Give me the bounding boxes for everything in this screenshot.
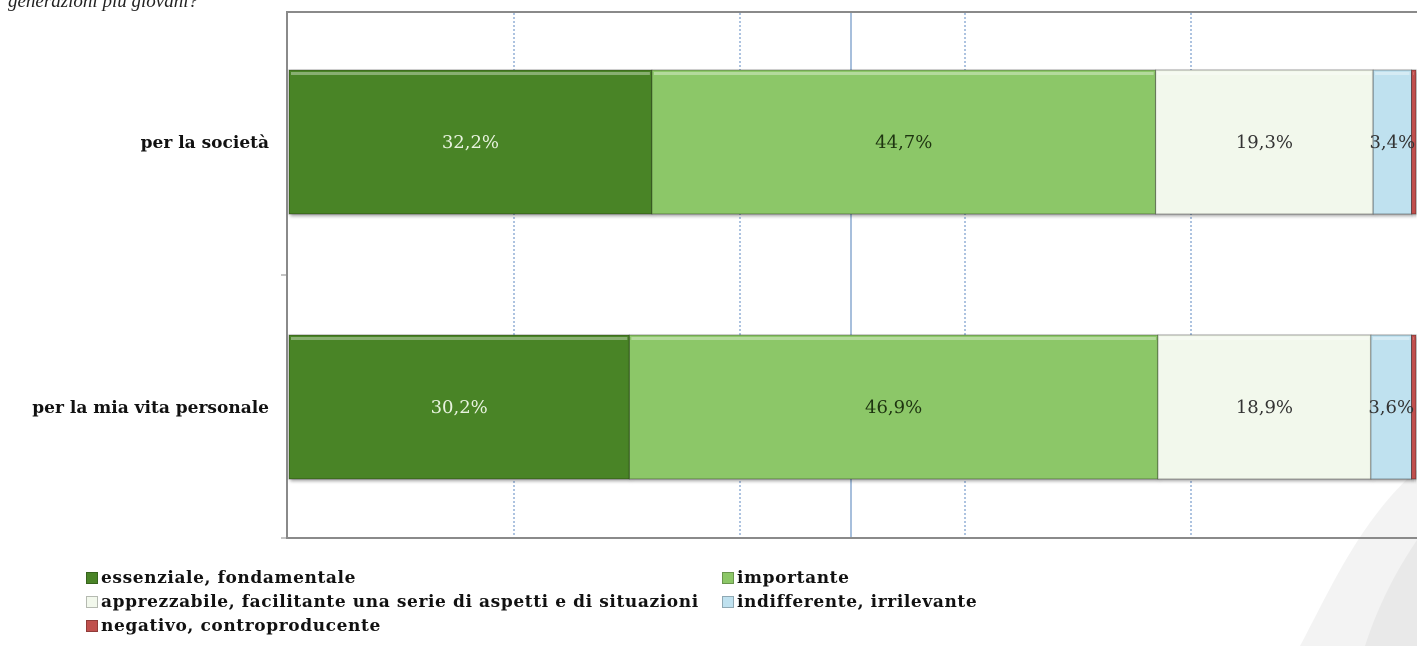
data-label: 19,3% — [1236, 132, 1293, 153]
bar-highlight — [1157, 72, 1372, 75]
bar-highlight — [1413, 337, 1414, 340]
bar-segment — [1370, 334, 1412, 480]
bar-highlight — [1413, 72, 1414, 75]
data-label: 44,7% — [875, 132, 932, 153]
legend-label: importante — [737, 568, 850, 588]
legend-item: apprezzabile, facilitante una serie di a… — [86, 591, 722, 613]
bar-highlight — [1159, 337, 1369, 340]
bar-segment — [1410, 334, 1417, 480]
bar-segment — [1155, 69, 1374, 215]
bar-segment — [651, 69, 1157, 215]
bar-segment — [1410, 69, 1417, 215]
legend-item: negativo, controproducente — [86, 615, 722, 637]
bar-highlight — [653, 72, 1154, 75]
legend-label: essenziale, fondamentale — [101, 568, 356, 588]
legend-label: indifferente, irrilevante — [737, 592, 978, 612]
bar-segment — [1372, 69, 1412, 215]
legend-label: negativo, controproducente — [101, 616, 381, 636]
legend-label: apprezzabile, facilitante una serie di a… — [101, 592, 699, 612]
legend-swatch — [722, 596, 734, 608]
data-label: 46,9% — [865, 397, 922, 418]
chart-legend: essenziale, fondamentale importante apprez… — [86, 567, 977, 637]
bar-highlight — [291, 337, 628, 340]
legend-item: importante — [722, 567, 977, 589]
category-label: per la società — [141, 133, 269, 153]
data-label: 3,6% — [1368, 397, 1414, 418]
legend-swatch — [722, 572, 734, 584]
data-label: 30,2% — [431, 397, 488, 418]
legend-item: essenziale, fondamentale — [86, 567, 722, 589]
data-label: 18,9% — [1236, 397, 1293, 418]
bar-highlight — [1372, 337, 1410, 340]
bar-segment — [628, 334, 1159, 480]
bar-highlight — [291, 72, 650, 75]
bar-segment — [288, 334, 630, 480]
data-label: 32,2% — [442, 132, 499, 153]
legend-item: indifferente, irrilevante — [722, 591, 977, 613]
bar-highlight — [631, 337, 1156, 340]
legend-swatch — [86, 620, 98, 632]
legend-swatch — [86, 572, 98, 584]
legend-swatch — [86, 596, 98, 608]
bar-segment — [288, 69, 653, 215]
bar-segment — [1157, 334, 1372, 480]
category-label: per la mia vita personale — [32, 398, 269, 418]
chart-bars — [288, 69, 1417, 480]
chart-labels: per la società 32,2% 44,7% 19,3% 3,4% per la … — [32, 132, 1415, 418]
bar-highlight — [1375, 72, 1410, 75]
data-label: 3,4% — [1369, 132, 1415, 153]
chart-question-text: generazioni più giovani? — [8, 0, 198, 12]
